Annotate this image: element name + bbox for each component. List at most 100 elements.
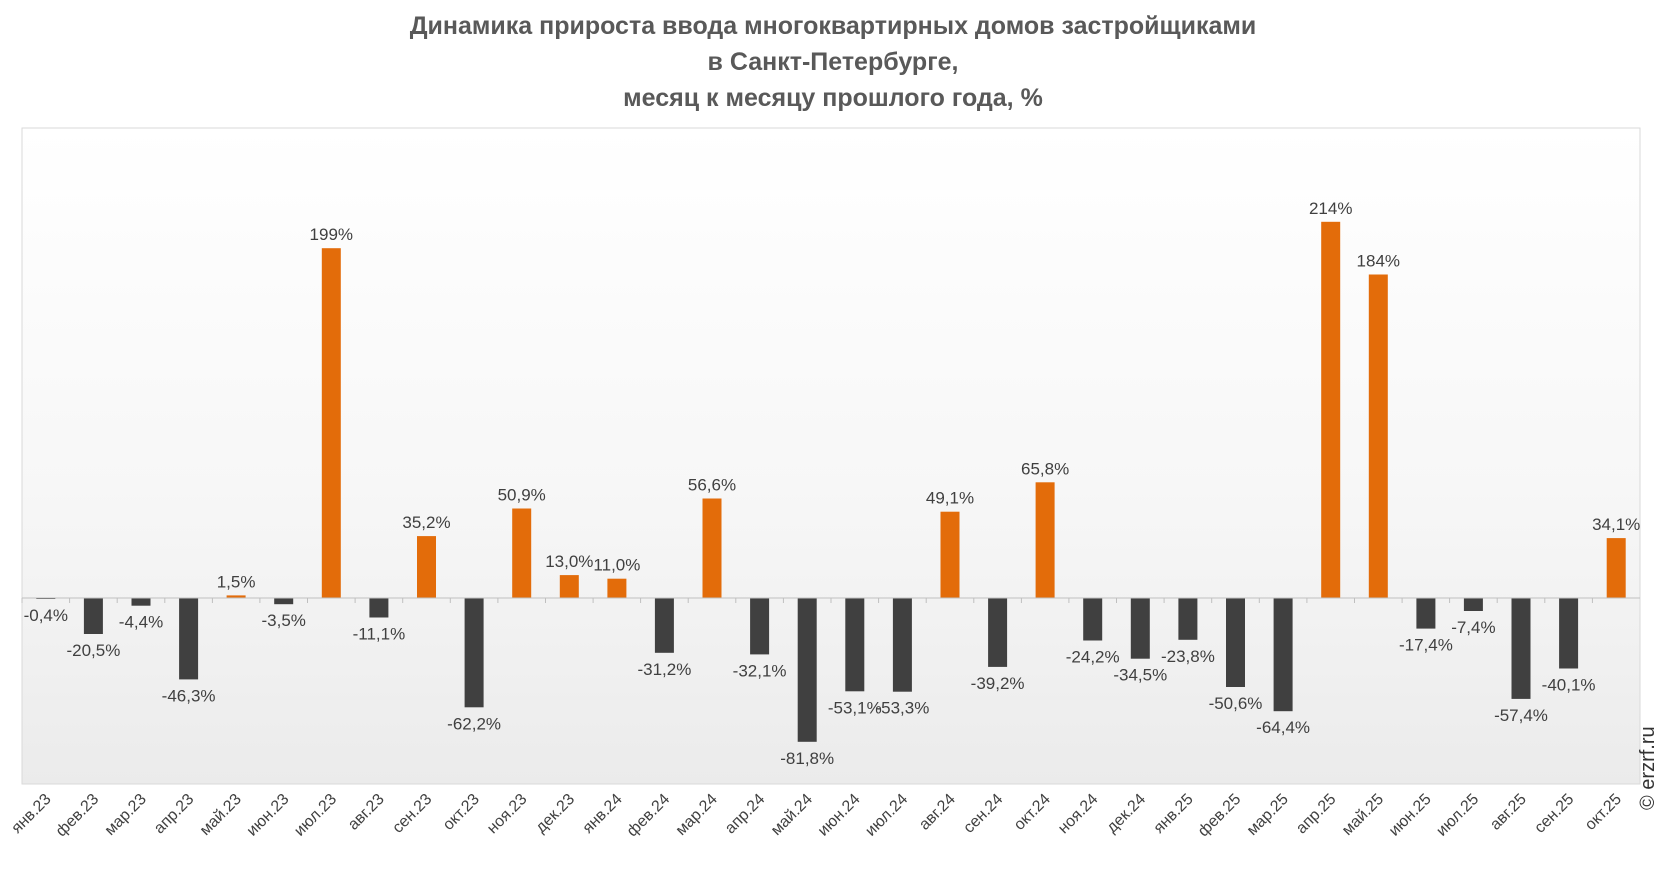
data-label-мар.24: 56,6% [688, 476, 736, 495]
data-label-фев.24: -31,2% [637, 660, 691, 679]
x-label-фев.24: фев.24 [624, 791, 673, 840]
x-label-июл.25: июл.25 [1433, 791, 1482, 840]
x-label-ноя.23: ноя.23 [484, 791, 530, 837]
x-label-май.24: май.24 [768, 791, 816, 839]
bar-июл.25 [1463, 598, 1483, 611]
data-label-авг.25: -57,4% [1494, 706, 1548, 725]
bar-мар.25 [1273, 598, 1293, 712]
x-label-авг.25: авг.25 [1487, 791, 1530, 834]
bar-ноя.23 [512, 508, 532, 598]
bar-окт.25 [1606, 538, 1626, 598]
data-label-янв.24: 11,0% [593, 556, 640, 575]
data-label-июл.24: -53,3% [875, 699, 929, 718]
bar-авг.23 [369, 598, 389, 618]
x-label-мар.24: мар.24 [673, 791, 721, 839]
bar-июл.23 [321, 248, 341, 598]
x-label-апр.25: апр.25 [1293, 791, 1340, 838]
chart-title-line-2: в Санкт-Петербурге, [707, 48, 959, 76]
x-label-апр.24: апр.24 [722, 791, 769, 838]
bar-дек.24 [1130, 598, 1150, 659]
x-label-авг.24: авг.24 [916, 791, 959, 834]
data-label-авг.24: 49,1% [926, 489, 974, 508]
data-label-май.24: -81,8% [780, 749, 834, 768]
chart-title: Динамика прироста ввода многоквартирных … [0, 8, 1666, 116]
data-label-окт.24: 65,8% [1021, 459, 1069, 478]
x-label-июн.24: июн.24 [815, 791, 864, 840]
x-label-янв.24: янв.24 [580, 791, 626, 837]
data-label-фев.23: -20,5% [66, 641, 120, 660]
bar-сен.24 [988, 598, 1008, 667]
data-label-апр.23: -46,3% [162, 686, 216, 705]
data-label-янв.25: -23,8% [1161, 647, 1215, 666]
chart-title-line-3: месяц к месяцу прошлого года, % [623, 84, 1043, 112]
x-label-июн.25: июн.25 [1386, 791, 1435, 840]
data-label-мар.25: -64,4% [1256, 718, 1310, 737]
x-label-июл.23: июл.23 [291, 791, 340, 840]
x-label-дек.23: дек.23 [533, 791, 579, 837]
x-label-май.23: май.23 [197, 791, 245, 839]
data-label-ноя.24: -24,2% [1066, 648, 1120, 667]
data-label-окт.25: 34,1% [1592, 515, 1640, 534]
data-label-сен.25: -40,1% [1542, 676, 1596, 695]
bar-ноя.24 [1083, 598, 1103, 641]
bar-дек.23 [559, 575, 579, 598]
data-label-мар.23: -4,4% [119, 613, 163, 632]
x-label-окт.23: окт.23 [440, 791, 483, 834]
x-label-янв.25: янв.25 [1151, 791, 1197, 837]
x-label-фев.25: фев.25 [1195, 791, 1244, 840]
watermark: © erzrf.ru [1637, 726, 1659, 810]
x-label-окт.24: окт.24 [1011, 791, 1054, 834]
bar-янв.25 [1178, 598, 1198, 640]
bar-сен.25 [1559, 598, 1579, 669]
bar-сен.23 [417, 536, 436, 598]
x-label-мар.23: мар.23 [102, 791, 150, 839]
bar-май.24 [797, 598, 817, 742]
plot-area [21, 127, 1641, 785]
bar-фев.25 [1226, 598, 1245, 687]
data-label-сен.23: 35,2% [402, 513, 450, 532]
data-label-фев.25: -50,6% [1209, 694, 1263, 713]
bar-окт.24 [1035, 482, 1055, 598]
data-labels-group: -0,4% -20,5% -4,4% -46,3% 1,5% -3,5% 199% -11,1… [24, 199, 1641, 768]
x-ticks-group [21, 598, 1593, 603]
x-label-июл.24: июл.24 [862, 791, 911, 840]
bar-окт.23 [464, 598, 484, 708]
bars-group [36, 221, 1626, 742]
data-label-июл.23: 199% [310, 225, 353, 244]
data-label-апр.24: -32,1% [733, 661, 787, 680]
bar-июн.23 [274, 598, 294, 605]
x-label-апр.23: апр.23 [151, 791, 198, 838]
x-label-мар.25: мар.25 [1244, 791, 1292, 839]
bar-июн.25 [1416, 598, 1436, 629]
chart-title-line-1: Динамика прироста ввода многоквартирных … [409, 12, 1257, 40]
data-label-дек.23: 13,0% [545, 552, 593, 571]
x-label-авг.23: авг.23 [345, 791, 388, 834]
bar-авг.25 [1511, 598, 1531, 699]
data-label-сен.24: -39,2% [971, 674, 1025, 693]
x-label-янв.23: янв.23 [8, 791, 54, 837]
data-label-июл.25: -7,4% [1451, 618, 1495, 637]
bar-июн.24 [845, 598, 865, 692]
data-label-июн.23: -3,5% [261, 611, 305, 630]
bar-май.23 [226, 595, 246, 598]
bar-апр.24 [750, 598, 770, 655]
bar-мар.23 [131, 598, 151, 606]
bar-фев.24 [654, 598, 674, 653]
x-label-июн.23: июн.23 [244, 791, 293, 840]
x-label-сен.25: сен.25 [1531, 791, 1577, 837]
bar-фев.23 [83, 598, 103, 634]
data-label-май.23: 1,5% [217, 572, 256, 591]
bar-июл.24 [892, 598, 912, 692]
data-label-янв.23: -0,4% [24, 606, 68, 625]
bar-янв.24 [607, 578, 627, 598]
data-label-дек.24: -34,5% [1113, 666, 1167, 685]
x-label-сен.23: сен.23 [389, 791, 435, 837]
x-label-окт.25: окт.25 [1582, 791, 1625, 834]
bar-апр.23 [179, 598, 199, 680]
data-label-окт.23: -62,2% [447, 714, 501, 733]
data-label-ноя.23: 50,9% [498, 486, 546, 505]
data-label-июн.25: -17,4% [1399, 636, 1453, 655]
bar-авг.24 [940, 511, 960, 598]
bar-май.25 [1368, 274, 1388, 598]
